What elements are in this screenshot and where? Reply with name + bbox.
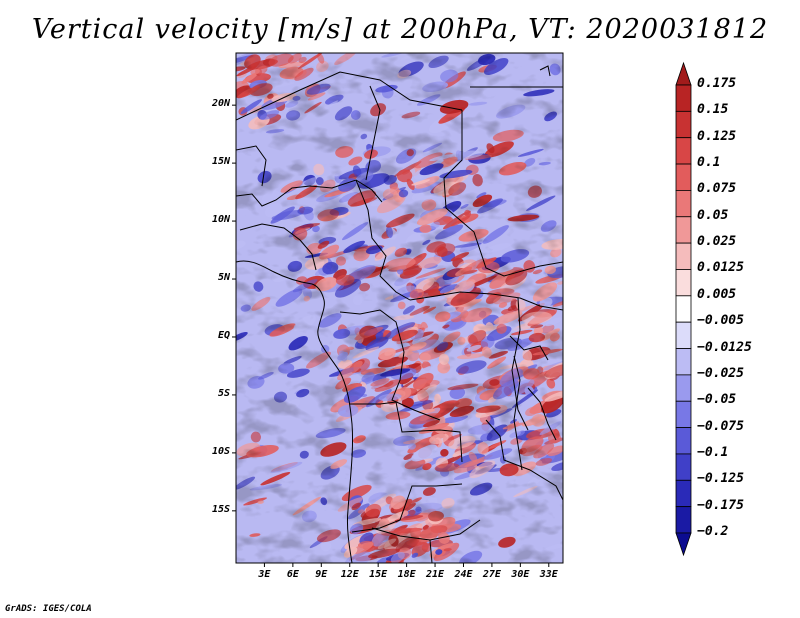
lon-tick-label: 33E [539, 569, 558, 580]
lat-tick-label: 10N [211, 214, 230, 226]
lon-tick-label: 30E [511, 569, 530, 580]
lon-tick-label: 27E [482, 569, 501, 580]
colorbar-label: 0.075 [697, 181, 737, 197]
colorbar-label: −0.075 [697, 418, 744, 434]
lon-tick-label: 15E [369, 569, 388, 580]
colorbar-label: 0.1 [697, 155, 721, 171]
grads-credit: GrADS: IGES/COLA [5, 604, 92, 614]
colorbar-label: 0.005 [697, 286, 737, 302]
colorbar-label: −0.175 [697, 497, 744, 513]
colorbar-label: −0.025 [697, 365, 744, 381]
colorbar-swatch [675, 453, 692, 481]
country-borders [236, 65, 563, 563]
colorbar-swatch [675, 295, 692, 323]
chart-title: Vertical velocity [m/s] at 200hPa, VT: 2… [31, 14, 769, 45]
colorbar-label: 0.15 [697, 102, 729, 118]
colorbar-label: −0.1 [697, 444, 729, 460]
colorbar-swatch [675, 216, 692, 244]
colorbar-label: 0.175 [697, 76, 737, 91]
colorbar-swatch [675, 61, 692, 86]
lat-tick-label: 20N [211, 98, 230, 110]
colorbar-label: −0.125 [697, 471, 744, 487]
colorbar-swatch [675, 374, 692, 402]
colorbar-swatch [675, 348, 692, 376]
lat-tick-label: 10S [211, 445, 230, 457]
lon-tick-label: 9E [315, 569, 328, 580]
lon-tick-label: 6E [286, 569, 299, 580]
colorbar-label: 0.125 [697, 128, 737, 144]
colorbar-label: 0.025 [697, 234, 737, 250]
lon-tick-label: 3E [258, 569, 271, 580]
lon-tick-label: 18E [397, 569, 416, 580]
lat-tick-label: 5S [217, 387, 230, 399]
colorbar-swatch [675, 321, 692, 349]
lat-tick-label: 15N [211, 156, 230, 168]
colorbar-swatch [675, 427, 692, 455]
lat-tick-label: 5N [217, 272, 230, 284]
colorbar-swatch [675, 110, 692, 139]
lat-tick-label: 15S [211, 503, 230, 515]
colorbar-swatch [675, 163, 692, 191]
colorbar-label: −0.2 [697, 524, 729, 539]
colorbar-label: −0.005 [697, 313, 744, 329]
colorbar-label: 0.0125 [697, 260, 744, 276]
colorbar-swatch [675, 137, 692, 165]
colorbar-swatch [675, 242, 692, 270]
colorbar-swatch [675, 269, 692, 297]
colorbar-swatch [675, 190, 692, 218]
colorbar-swatch [675, 506, 692, 534]
colorbar-swatch [675, 532, 692, 557]
colorbar-swatch [675, 400, 692, 428]
colorbar-swatch [675, 479, 692, 508]
colorbar-swatch [675, 84, 692, 112]
lon-tick-label: 21E [426, 569, 445, 580]
colorbar-label: 0.05 [697, 207, 729, 223]
colorbar-label: −0.0125 [697, 339, 752, 355]
field-layer [236, 53, 563, 563]
colorbar-label: −0.05 [697, 392, 737, 408]
colorbar [675, 61, 692, 557]
lon-tick-label: 12E [340, 569, 359, 580]
lat-tick-label: EQ [217, 329, 230, 341]
lon-tick-label: 24E [454, 569, 473, 580]
